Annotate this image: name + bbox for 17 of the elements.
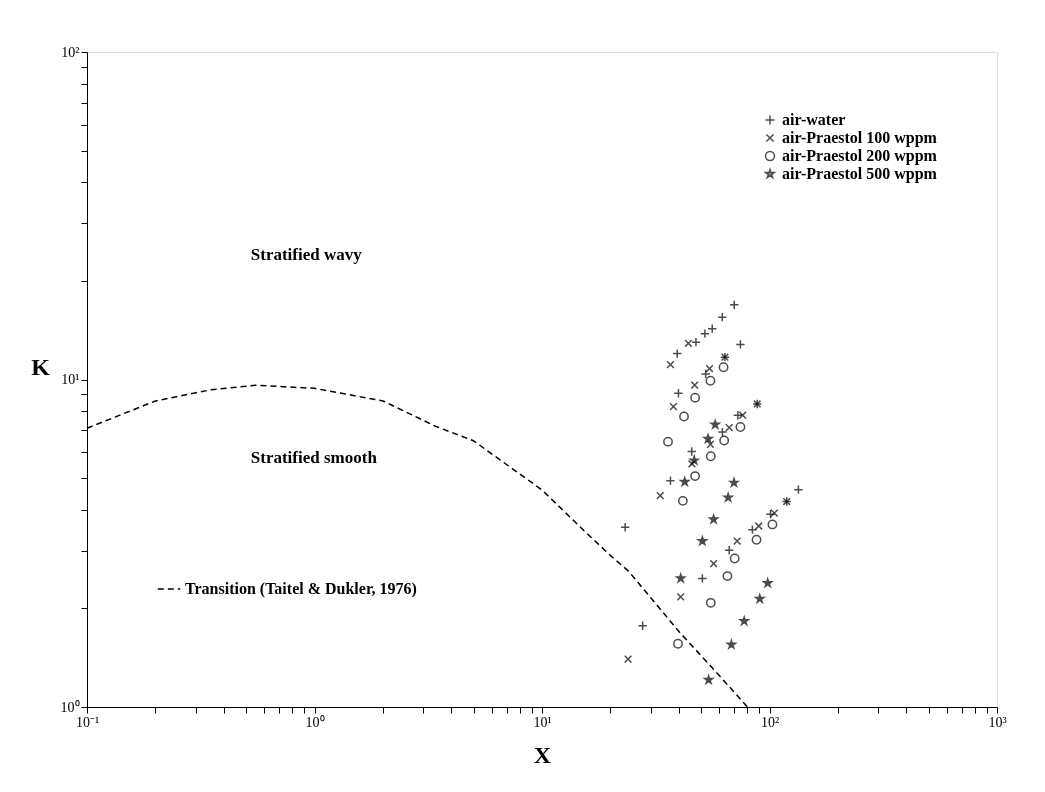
x-tick-label: 10³ [988,714,1007,730]
legend-label: air-water [782,111,846,128]
legend-label: air-Praestol 200 wppm [782,147,938,165]
y-tick-label: 10⁰ [60,699,80,715]
x-tick-label: 10² [760,714,780,730]
legend-label: air-Praestol 100 wppm [782,129,938,147]
y-tick-label: 10¹ [61,372,80,387]
x-tick-label: 10⁻¹ [75,714,100,730]
x-axis-title: X [533,741,552,768]
x-tick-label: 10⁰ [305,714,325,730]
y-tick-label: 10² [61,44,80,60]
annotation: Stratified smooth [250,448,378,468]
legend-label: Transition (Taitel & Dukler, 1976) [185,580,417,598]
legend-label: air-Praestol 500 wppm [782,165,938,183]
annotation: Stratified wavy [250,245,363,265]
x-tick-label: 10¹ [533,714,552,730]
y-axis-title: K [31,354,51,380]
